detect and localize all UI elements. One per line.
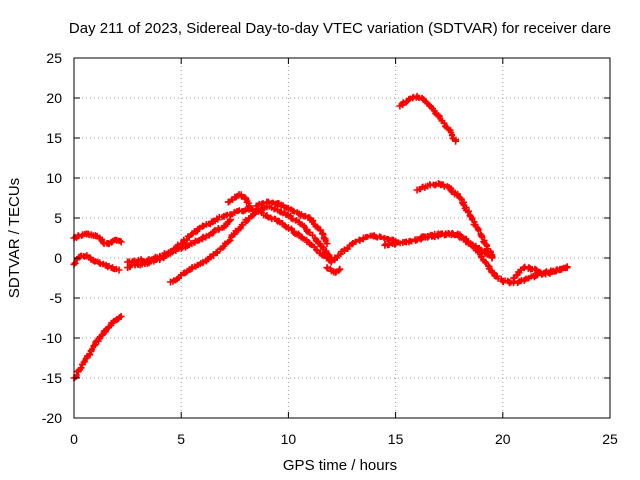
grid [74,58,610,418]
data-point-fill [99,331,106,338]
data-point-fill [174,241,181,248]
data-point-fill [422,183,429,190]
data-point-fill [195,237,202,244]
data-point-fill [335,267,342,274]
y-axis-title: SDTVAR / TECUs [6,178,23,298]
data-point-fill [116,314,123,321]
data-point-fill [228,196,235,203]
data-point-fill [562,265,569,272]
x-tick-label: 0 [70,431,78,447]
y-tick-label: 15 [46,130,62,146]
series-track-12 [396,92,460,145]
data-point-fill [489,251,496,258]
data-point-fill [113,266,120,273]
x-tick-label: 5 [177,431,185,447]
y-tick-label: -10 [42,330,62,346]
x-tick-label: 10 [281,431,297,447]
y-tick-label: -20 [42,410,62,426]
data-point-fill [290,207,297,214]
x-axis-title: GPS time / hours [283,457,397,474]
y-tick-label: 20 [46,90,62,106]
data-point-fill [507,279,514,286]
y-tick-label: 25 [46,50,62,66]
data-point-fill [322,238,329,245]
series-track-13 [413,180,496,260]
data-point-fill [336,266,343,273]
series-track-7 [224,191,254,210]
data-point-fill [412,237,419,244]
y-tick-label: -5 [50,290,63,306]
y-tick-label: -15 [42,370,62,386]
series-track-2 [70,252,123,274]
data-point-fill [283,204,290,211]
series-track-14 [510,263,571,282]
data-point-fill [261,204,268,211]
data-point-fill [88,256,95,263]
plot-frame [73,57,611,419]
y-tick-label: 0 [54,250,62,266]
data-marks [70,92,571,382]
data-point-fill [377,234,384,241]
data-point-fill [432,110,439,117]
series-track-1 [70,230,125,248]
x-tick-label: 20 [495,431,511,447]
x-tick-label: 15 [388,431,404,447]
data-point-fill [475,227,482,234]
y-tick-label: 10 [46,170,62,186]
data-point-fill [327,254,334,261]
data-point-fill [452,136,459,143]
data-point-fill [294,209,301,216]
data-point-fill [165,251,172,258]
data-point-fill [88,346,95,353]
chart-title: Day 211 of 2023, Sidereal Day-to-day VTE… [69,20,611,37]
data-point-fill [444,183,451,190]
data-point-fill [245,202,252,209]
data-point-fill [317,227,324,234]
data-point-fill [284,211,291,218]
data-point-fill [381,234,388,241]
data-point-fill [144,260,151,267]
data-point-fill [407,95,414,102]
data-point-fill [240,207,247,214]
axis-ticks: 0 5 10 15 20 25 -20 -15 -10 -5 0 5 10 15 20 25 [42,50,618,447]
series-track-6 [166,203,335,286]
data-point-fill [117,237,124,244]
data-point-fill [306,229,313,236]
series-track-3 [70,312,125,382]
data-point-fill [216,226,223,233]
series-track-11 [417,229,496,262]
data-point-fill [112,236,119,243]
series-track-9 [323,264,344,276]
data-point-fill [419,94,426,101]
data-point-fill [219,244,226,251]
data-point-fill [295,230,302,237]
data-point-fill [226,217,233,224]
data-point-fill [208,254,215,261]
series-track-8 [252,198,331,248]
data-point-fill [480,238,487,245]
data-point-fill [300,235,307,242]
y-tick-label: 5 [54,210,62,226]
x-tick-label: 25 [602,431,618,447]
data-point-fill [511,275,518,282]
data-point-fill [154,256,161,263]
